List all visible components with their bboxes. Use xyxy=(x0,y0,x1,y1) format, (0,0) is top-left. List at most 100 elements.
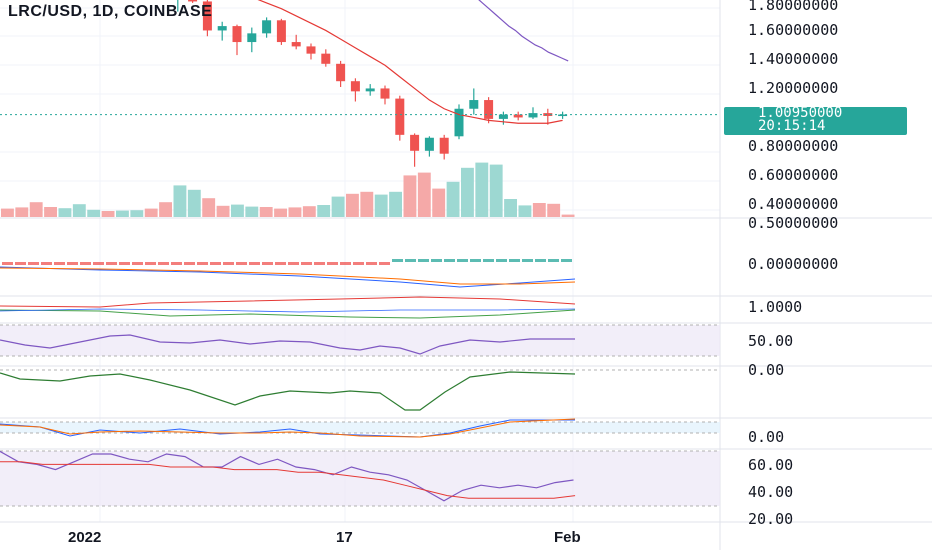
macd-histogram-bar xyxy=(171,262,182,265)
macd-histogram-bar xyxy=(28,262,39,265)
rsi-line xyxy=(0,334,575,355)
candle-body xyxy=(336,63,346,82)
volume-bar xyxy=(101,211,115,217)
last-price-tag: 1.00950000 20:15:14 xyxy=(724,105,907,135)
macd-histogram-bar xyxy=(496,259,507,262)
candle-body xyxy=(276,20,286,43)
pane7-axis-label: 60.00 xyxy=(748,456,794,474)
macd-histogram-bar xyxy=(379,262,390,265)
candle-body xyxy=(543,113,553,116)
pane7-rsi-ma-line xyxy=(0,461,576,499)
candle-body xyxy=(365,88,375,92)
macd-histogram-bar xyxy=(54,262,65,265)
macd-histogram-bar xyxy=(444,259,455,262)
macd-histogram-bar xyxy=(145,262,156,265)
macd-histogram-bar xyxy=(522,259,533,262)
volume-bar xyxy=(202,198,216,217)
volume-bar xyxy=(547,203,561,217)
macd-histogram-bar xyxy=(301,262,312,265)
volume-bar xyxy=(317,205,331,217)
pane7-axis-label: 40.00 xyxy=(748,483,794,501)
volume-bars xyxy=(1,162,575,217)
macd-histogram-bar xyxy=(262,262,273,265)
volume-bar xyxy=(374,194,388,217)
candle-body xyxy=(424,137,434,151)
price-axis-label: 1.80000000 xyxy=(748,0,839,14)
volume-bar xyxy=(532,203,546,217)
macd-histogram-bar xyxy=(314,262,325,265)
volume-bar xyxy=(15,207,29,217)
volume-bar xyxy=(489,164,503,217)
macd-histogram-bar xyxy=(275,262,286,265)
volume-bar xyxy=(72,204,86,217)
volume-bar xyxy=(432,188,446,217)
macd-histogram-bar xyxy=(223,262,234,265)
volume-bar xyxy=(144,208,158,217)
macd-histogram-bar xyxy=(431,259,442,262)
volume-bar xyxy=(446,181,460,217)
macd-histogram-bar xyxy=(509,259,520,262)
volume-bar xyxy=(187,189,201,217)
pane7-band xyxy=(0,451,720,506)
candle-body xyxy=(380,88,390,99)
macd-histogram-bar xyxy=(548,259,559,262)
macd-histogram-bar xyxy=(353,262,364,265)
macd-histogram-bar xyxy=(132,262,143,265)
rsi-band xyxy=(0,325,720,356)
candle-body xyxy=(291,42,301,47)
candle-body xyxy=(513,114,523,118)
macd-histogram-bar xyxy=(288,262,299,265)
candle-body xyxy=(232,26,242,43)
macd-histogram-bar xyxy=(15,262,26,265)
macd-histogram-bar xyxy=(418,259,429,262)
candle-body xyxy=(395,98,405,135)
candle-body xyxy=(306,46,316,54)
indicator-panes xyxy=(0,259,720,507)
price-axis-label: 0.80000000 xyxy=(748,137,839,155)
candle-body xyxy=(350,81,360,92)
macd-axis-label: 0.00000000 xyxy=(748,255,839,273)
volume-bar xyxy=(274,208,287,217)
volume-bar xyxy=(461,167,474,217)
price-axis-label: 1.60000000 xyxy=(748,21,839,39)
momentum-line xyxy=(0,371,576,411)
price-axis-label: 1.40000000 xyxy=(748,50,839,68)
last-price-value: 1.00950000 xyxy=(758,105,843,121)
candle-body xyxy=(321,53,331,64)
volume-bar xyxy=(518,205,532,217)
pane3-axis-label: 1.0000 xyxy=(748,298,803,316)
volume-bar xyxy=(475,162,489,217)
macd-histogram-bar xyxy=(249,262,260,265)
volume-bar xyxy=(417,172,431,217)
candle-body xyxy=(439,137,449,154)
volume-bar xyxy=(259,207,273,217)
candle-body xyxy=(262,20,272,34)
macd-histogram-bar xyxy=(392,259,403,262)
volume-bar xyxy=(389,191,402,217)
macd-histogram-bar xyxy=(405,259,416,262)
macd-histogram-bar xyxy=(80,262,91,265)
macd-histogram-bar xyxy=(2,262,13,265)
volume-bar xyxy=(302,206,316,217)
volume-bar xyxy=(58,208,72,217)
rsi-axis-label: 50.00 xyxy=(748,332,794,350)
macd-histogram-bar xyxy=(93,262,104,265)
volume-bar xyxy=(159,202,172,217)
volume-bar xyxy=(504,199,517,217)
candle-body xyxy=(202,1,212,31)
candle-body xyxy=(469,100,479,109)
stoch-band xyxy=(0,422,720,433)
time-axis-label: 2022 xyxy=(68,529,102,546)
time-axis-label: 17 xyxy=(336,529,353,546)
candle-body xyxy=(247,33,257,43)
pane5-axis-label: 0.00 xyxy=(748,361,785,379)
signal-line xyxy=(0,267,576,285)
volume-bar xyxy=(216,205,230,217)
symbol-title[interactable]: LRC/USD, 1D, COINBASE xyxy=(8,3,213,20)
macd-histogram-bar xyxy=(340,262,351,265)
volume-bar xyxy=(1,208,14,217)
macd-histogram-bar xyxy=(535,259,546,262)
volume-bar xyxy=(116,210,129,217)
